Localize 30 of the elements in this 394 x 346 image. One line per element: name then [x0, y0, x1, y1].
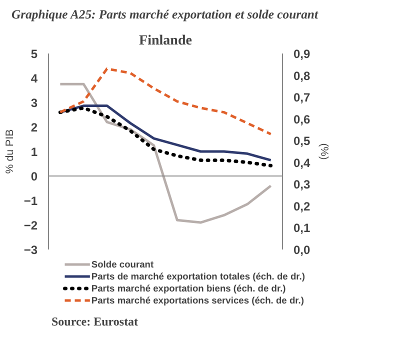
y-tick-label: 0	[30, 170, 38, 184]
y2-tick-label: 0,8	[294, 68, 311, 83]
y2-tick-label: 0,2	[294, 199, 311, 214]
source-note: Source: Eurostat	[52, 314, 138, 328]
y-tick-label: 3	[30, 96, 38, 110]
y-tick-label: 2	[30, 120, 38, 134]
y-tick-label: 1	[30, 145, 38, 159]
y2-tick-label: 0,6	[294, 112, 311, 126]
y-tick-label: −3	[24, 243, 38, 257]
y-tick-label: −2	[24, 218, 38, 232]
chart-subtitle: Finlande	[139, 34, 192, 48]
line-series	[58, 67, 272, 136]
y2-axis-title: (%)	[318, 143, 330, 160]
y2-tick-label: 0,3	[294, 178, 311, 192]
chart-title: Graphique A25: Parts marché exportation et solde courant	[12, 8, 318, 22]
y-axis-title: % du PIB	[4, 129, 16, 174]
y2-tick-label: 0,7	[294, 90, 311, 105]
y2-tick-label: 0,4	[294, 156, 311, 170]
y-tick-label: 5	[30, 47, 38, 61]
legend-label: Solde courant	[91, 260, 154, 270]
y-tick-label: 4	[30, 72, 38, 86]
y2-tick-label: 0,5	[294, 134, 311, 148]
legend-label: Parts marché exportation biens (éch. de dr.)	[91, 284, 286, 294]
line-series	[58, 82, 272, 224]
y-tick-label: −1	[24, 194, 38, 208]
y2-tick-label: 0,9	[294, 47, 311, 61]
legend-label: Parts de marché exportation totales (éch. de dr.)	[91, 272, 305, 282]
y2-tick-label: 0,1	[294, 221, 311, 236]
y2-tick-label: 0,0	[294, 243, 311, 257]
legend-label: Parts marché exportations services (éch. de dr.)	[91, 296, 304, 306]
